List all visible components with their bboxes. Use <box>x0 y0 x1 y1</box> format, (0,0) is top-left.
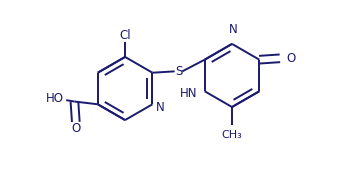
Text: CH₃: CH₃ <box>222 130 242 140</box>
Text: HO: HO <box>46 92 64 105</box>
Text: S: S <box>175 65 182 78</box>
Text: Cl: Cl <box>119 29 131 42</box>
Text: O: O <box>71 122 80 135</box>
Text: N: N <box>229 23 238 36</box>
Text: O: O <box>286 52 295 65</box>
Text: HN: HN <box>179 87 197 100</box>
Text: N: N <box>156 101 165 113</box>
